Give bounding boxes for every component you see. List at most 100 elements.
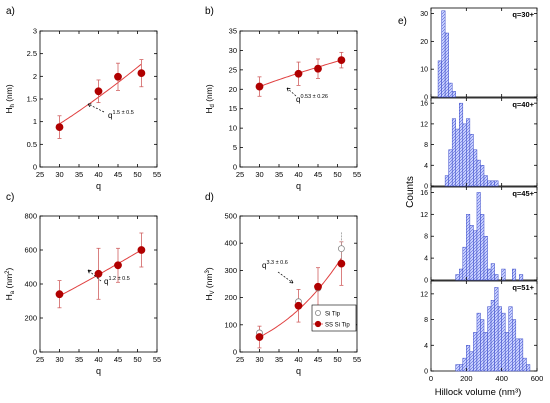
- panel-a-xtick-label: 30: [55, 170, 63, 179]
- panel-e-xtick-label: 0: [429, 374, 433, 383]
- panel-a-annotation-arrowhead: [87, 103, 92, 108]
- panel-e-sub2-ytick-label: 0: [424, 184, 428, 191]
- panel-e-sub4-bar: [494, 287, 499, 372]
- panel-e-sub1-bar: [437, 60, 442, 98]
- panel-e-sub1-ytick-label: 20: [420, 39, 428, 46]
- panel-c-xtick-label: 45: [114, 355, 122, 364]
- panel-e-sub1-ytick-label: 0: [424, 95, 428, 102]
- panel-a-ytick-label: 3: [33, 27, 37, 36]
- panel-d-legend-label: SS Si Tip: [325, 323, 350, 329]
- panel-c-xlabel: q: [96, 366, 101, 376]
- panel-e-sub2-bar: [462, 123, 467, 187]
- panel-b-annotation: q0.53 ± 0.26: [296, 94, 328, 104]
- panel-d-chart: d) 25 30 35 40 45 50 55 0 100 200 300 400 500 q HV (nm3…: [204, 192, 361, 376]
- panel-d-data-point: [255, 333, 264, 341]
- panel-c-label: c): [6, 192, 14, 203]
- panel-a-fit-curve: [59, 63, 142, 125]
- panel-e-sub2-bar: [476, 159, 481, 187]
- panel-d-legend-filled-marker: [314, 320, 322, 328]
- panel-e-sub4-bar: [490, 300, 495, 372]
- panel-e-sub2-bar: [473, 149, 478, 187]
- panel-c-ytick-label: 400: [24, 280, 37, 289]
- panel-d-data-point: [294, 301, 303, 310]
- panel-e-sub2-label: q=40+: [512, 100, 534, 109]
- panel-e-sub4-bar: [473, 332, 478, 372]
- panel-d-xlabel: q: [296, 366, 301, 376]
- panel-e-sub2-bar: [451, 118, 456, 187]
- panel-e-sub2-ytick-label: 4: [424, 163, 428, 170]
- panel-a-chart: a) 25 30 35 40 45 50 55 0 0.5 1 1.5 2 2.5 3 q Hh (nm) q1.…: [4, 6, 161, 191]
- panel-a-xtick-label: 40: [94, 170, 102, 179]
- panel-b-xtick-label: 25: [236, 170, 244, 179]
- panel-d-annotation-arrow: [277, 271, 294, 284]
- panel-b-xtick-label: 55: [353, 170, 361, 179]
- panel-e-sub3-ytick-label: 16: [420, 190, 428, 197]
- panel-e-sub2-bar: [480, 165, 485, 187]
- panel-c-ytick-label: 800: [24, 212, 37, 221]
- panel-e-sub4-bar: [469, 351, 474, 372]
- panel-e-sub3-ytick-label: 4: [424, 256, 428, 263]
- panel-e-sub1-bar: [451, 91, 456, 98]
- panel-e-sub3-bar: [455, 274, 460, 281]
- panel-e-sub2-bar: [466, 118, 471, 187]
- panel-e-sub2-bar: [490, 180, 495, 187]
- panel-e-sub4-bar: [497, 306, 502, 372]
- panel-c-annotation-arrow: [87, 269, 102, 282]
- panel-e-sub4-ytick-label: 4: [424, 343, 428, 350]
- panel-d-ytick-label: 300: [224, 266, 237, 275]
- panel-b-xtick-label: 50: [333, 170, 341, 179]
- panel-b-xtick-label: 35: [275, 170, 283, 179]
- panel-b-data-point: [337, 56, 346, 65]
- panel-e-sub3-bar: [476, 192, 481, 281]
- panel-c-annotation-arrowhead: [87, 269, 92, 274]
- panel-a-xtick-label: 55: [153, 170, 161, 179]
- panel-e-sub2-bar: [483, 175, 488, 187]
- panel-d-xtick-label: 25: [236, 355, 244, 364]
- panel-e-sub3-bar: [459, 268, 464, 281]
- panel-b-annotation-arrowhead: [286, 87, 291, 92]
- panel-e-xtick-label: 400: [495, 374, 508, 383]
- panel-e-sub3-bar: [501, 268, 506, 281]
- panel-e-histograms: e) Counts 0 10 20 30 q=30+ 0 4 8 12 16 q=40+ 0 4 8 12 16 q…: [398, 7, 544, 398]
- panel-c-data-point: [55, 290, 64, 299]
- panel-b-xtick-label: 30: [255, 170, 263, 179]
- panel-e-sub2-bar: [494, 180, 499, 187]
- panel-e-sub1-label: q=30+: [512, 10, 534, 19]
- panel-a-data-point: [137, 69, 146, 78]
- panel-e-sub2-bar: [459, 102, 464, 187]
- panel-e-sub4-bar: [512, 319, 517, 372]
- panel-b-ylabel: Hd (nm): [204, 84, 216, 113]
- panel-d-legend-label: Si Tip: [325, 312, 341, 318]
- panel-e-xtick-label: 200: [460, 374, 473, 383]
- panel-c-ytick-label: 200: [24, 314, 37, 323]
- panel-a-ytick-label: 0: [33, 163, 37, 172]
- panel-e-sub2-bar: [444, 175, 449, 187]
- panel-a-xtick-label: 35: [75, 170, 83, 179]
- panel-e-sub3-bar: [487, 268, 492, 281]
- panel-c-xtick-label: 25: [36, 355, 44, 364]
- panel-c-xtick-label: 35: [75, 355, 83, 364]
- panel-d-xtick-label: 40: [294, 355, 302, 364]
- panel-e-xlabel: Hillock volume (nm³): [435, 387, 522, 398]
- panel-a-xtick-label: 50: [133, 170, 141, 179]
- panel-e-sub4-bar: [466, 345, 471, 372]
- panel-e-sub1-ytick-label: 10: [420, 67, 428, 74]
- panel-a-data-point: [114, 72, 122, 81]
- panel-e-sub4-bar: [515, 338, 520, 372]
- panel-d-xtick-label: 50: [333, 355, 341, 364]
- panel-a-ytick-label: 1.5: [27, 95, 37, 104]
- panel-b-xtick-label: 45: [314, 170, 322, 179]
- panel-e-sub4-bar: [504, 332, 509, 372]
- panel-c-xtick-label: 55: [153, 355, 161, 364]
- panel-e-sub1-ytick-label: 30: [420, 11, 428, 18]
- panel-a-ytick-label: 2.5: [27, 49, 37, 58]
- panel-c-chart: c) 25 30 35 40 45 50 55 0 200 400 600 800 q Ha (nm2) q1…: [4, 192, 161, 376]
- panel-d-ytick-label: 200: [224, 293, 237, 302]
- panel-b-label: b): [205, 6, 214, 17]
- panel-e-sub1-frame: [430, 7, 538, 98]
- panel-e-xtick-label: 600: [531, 374, 544, 383]
- panel-c-xtick-label: 50: [133, 355, 141, 364]
- panel-e-sub4-bar: [526, 364, 531, 372]
- panel-e-sub4-bar: [519, 338, 524, 372]
